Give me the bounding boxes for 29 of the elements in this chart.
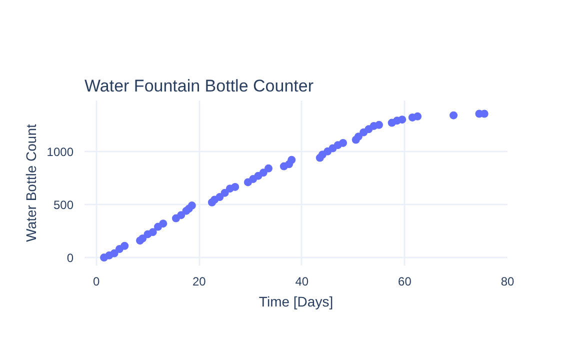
y-axis-title: Water Bottle Count: [22, 124, 39, 242]
point: [398, 116, 406, 124]
point: [148, 228, 157, 236]
point: [159, 220, 168, 228]
point: [354, 132, 362, 141]
point: [120, 242, 129, 250]
x-tick-label: 60: [398, 274, 412, 288]
x-tick-label: 20: [192, 274, 206, 288]
point: [188, 202, 196, 210]
point: [264, 164, 272, 172]
point: [450, 111, 458, 120]
x-tick-label: 80: [500, 274, 514, 288]
point: [138, 234, 147, 242]
point: [375, 120, 384, 129]
y-tick-label: 0: [66, 251, 74, 266]
chart-title: Water Fountain Bottle Counter: [84, 76, 314, 96]
point: [339, 138, 348, 147]
x-tick-label: 0: [92, 274, 100, 288]
point: [177, 211, 186, 220]
point: [216, 193, 224, 202]
point: [110, 249, 118, 258]
point: [414, 112, 422, 120]
point: [231, 182, 240, 191]
y-tick-label: 1000: [46, 144, 74, 159]
y-tick-label: 500: [53, 198, 74, 212]
point: [259, 168, 268, 177]
x-tick-label: 40: [295, 274, 309, 288]
point: [288, 156, 296, 164]
x-axis-title: Time [Days]: [258, 294, 334, 310]
